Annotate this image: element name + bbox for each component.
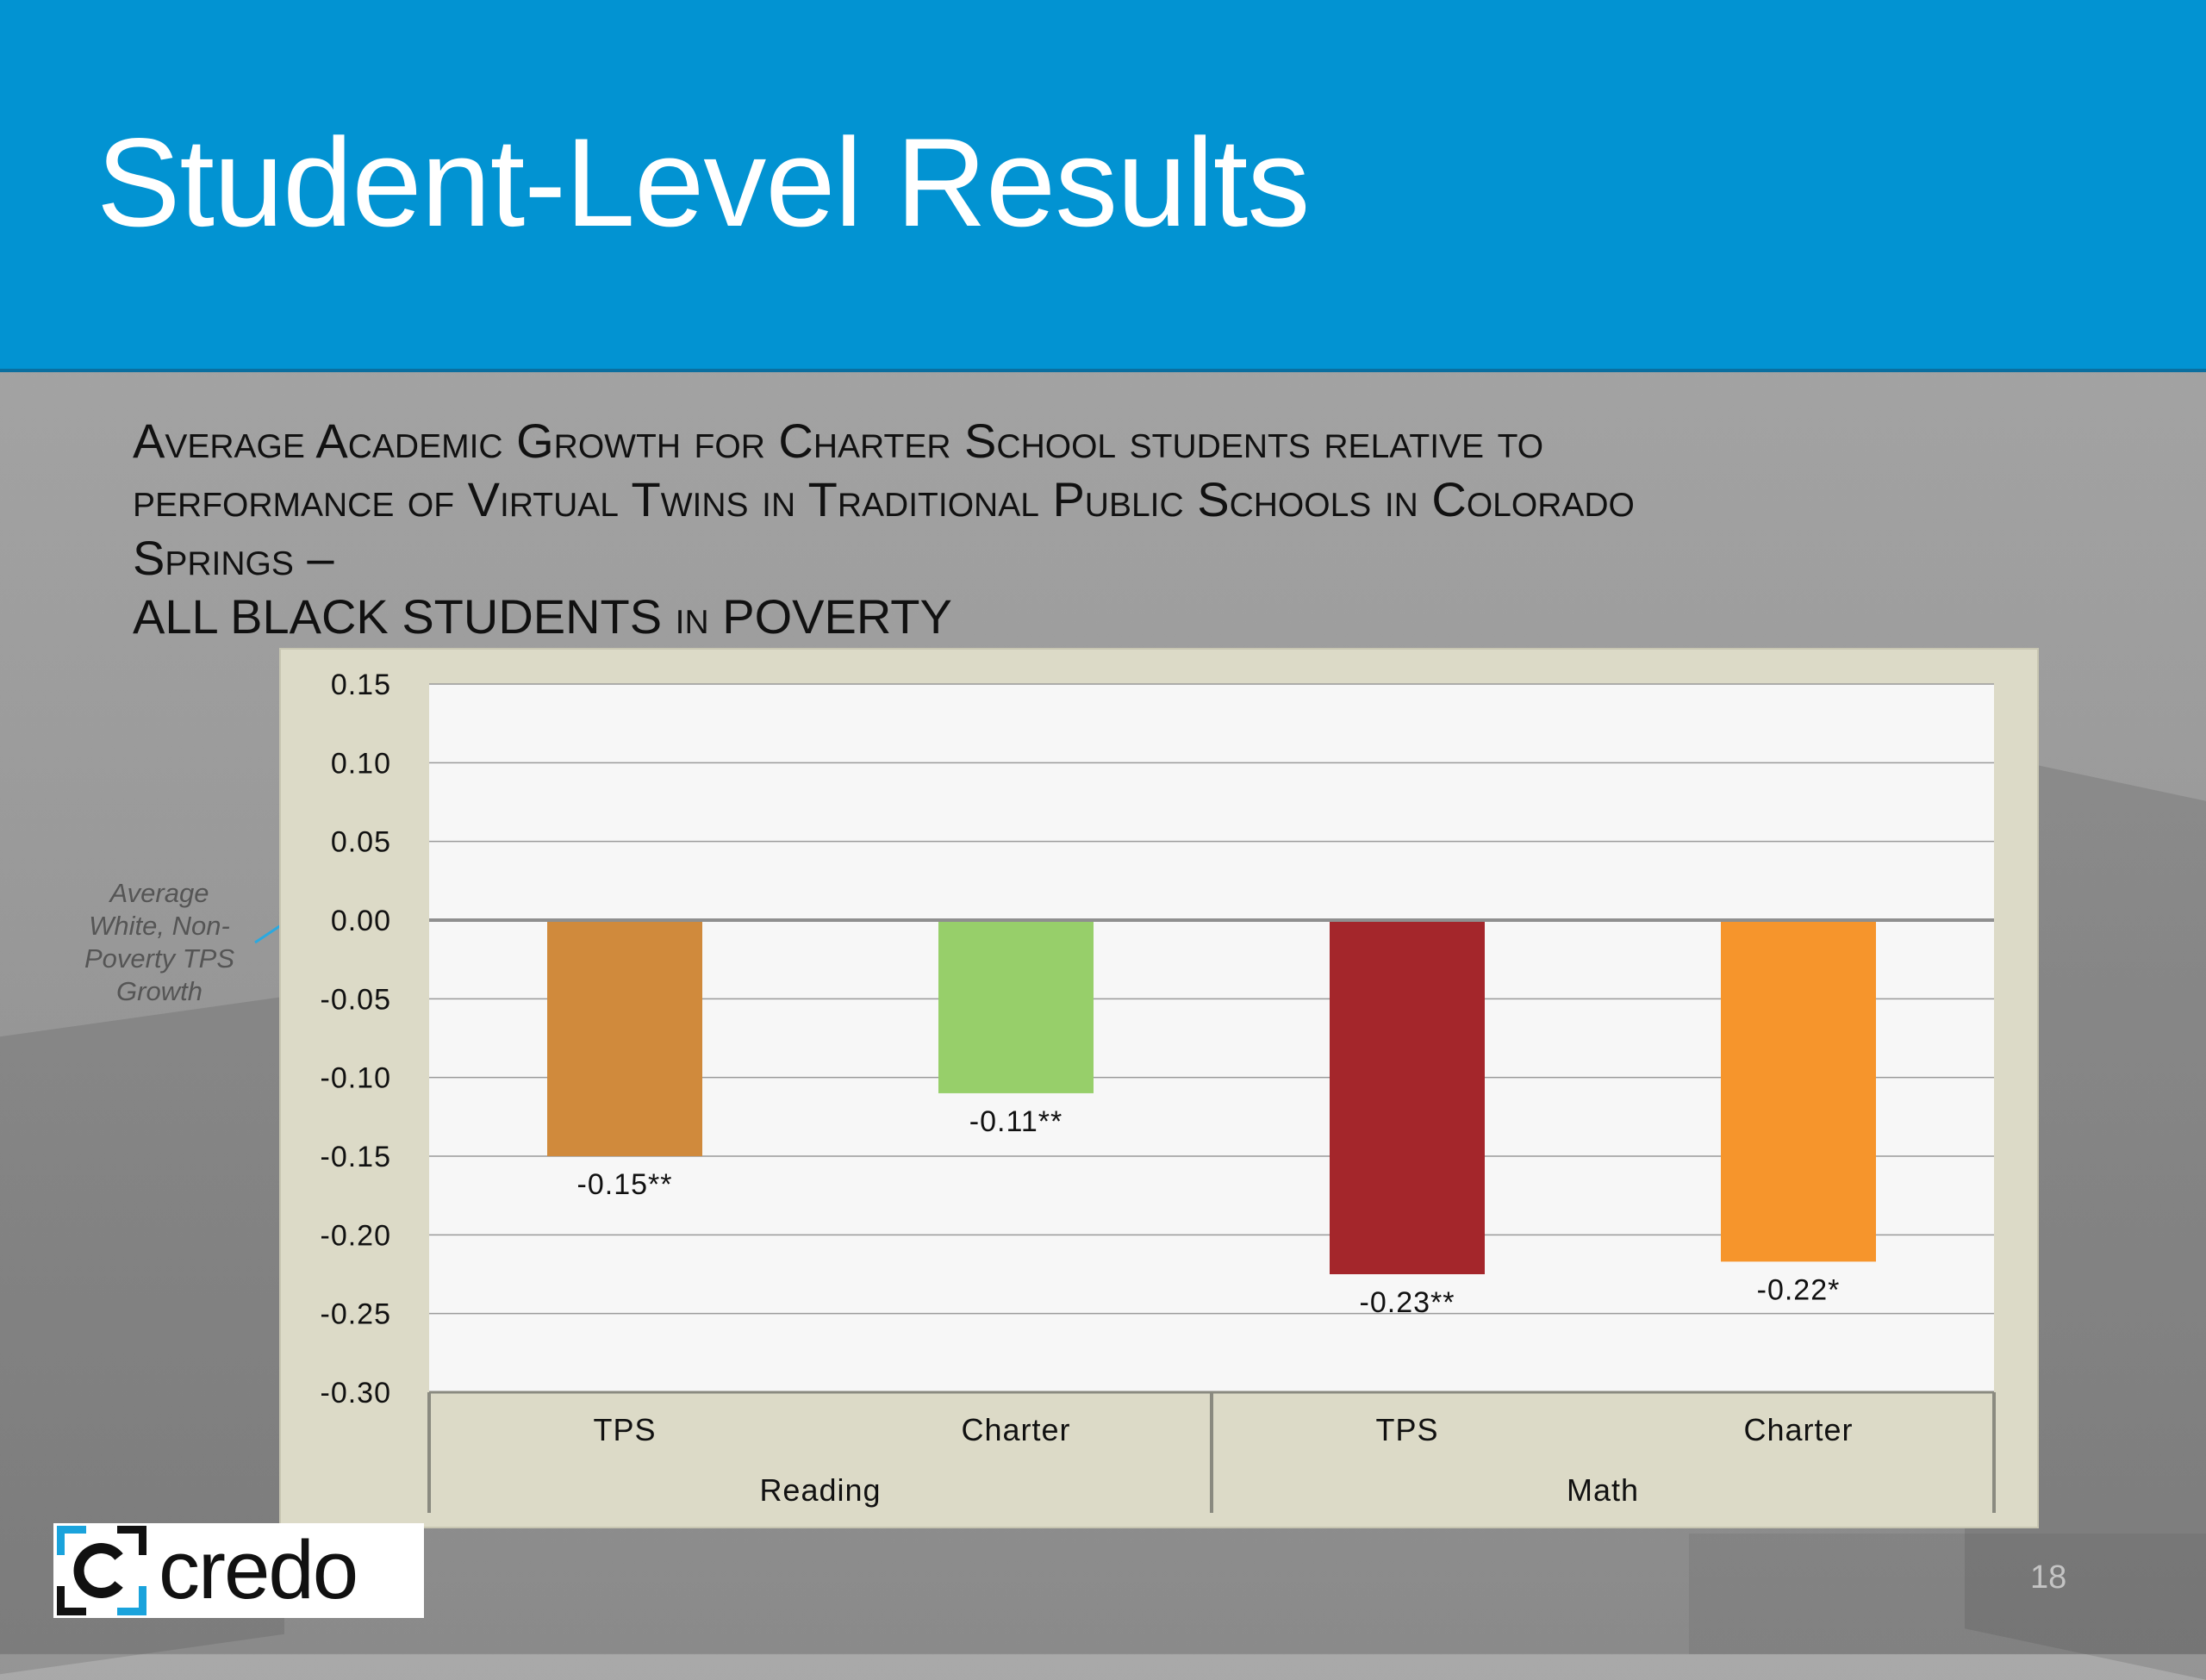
page-number: 18 xyxy=(2030,1559,2067,1596)
y-tick-label: 0.05 xyxy=(331,826,391,859)
x-category-label: TPS xyxy=(593,1412,656,1447)
bar-chart: 0.15 0.10 0.05 0.00 -0.05 -0.10 -0.15 -0.20 -0.2… xyxy=(321,669,1996,1513)
subtitle-line-1: Average Academic Growth for Charter Scho… xyxy=(133,414,1544,468)
y-tick-label: 0.10 xyxy=(331,747,391,780)
y-tick-label: -0.20 xyxy=(321,1219,392,1252)
x-group-label: Reading xyxy=(759,1472,881,1508)
bar xyxy=(1330,922,1485,1274)
credo-logo: credo xyxy=(53,1523,424,1618)
bar xyxy=(1721,922,1876,1262)
y-tick-label: -0.05 xyxy=(321,983,392,1016)
title-banner: Student-Level Results xyxy=(0,0,2206,372)
y-tick-label: -0.15 xyxy=(321,1141,392,1173)
data-label: -0.15** xyxy=(577,1168,673,1201)
bar xyxy=(938,922,1094,1093)
x-category-label: Charter xyxy=(961,1412,1070,1447)
slide-title: Student-Level Results xyxy=(97,112,1310,252)
x-category-label: TPS xyxy=(1375,1412,1438,1447)
y-tick-label: -0.25 xyxy=(321,1298,392,1331)
credo-logo-mark-icon xyxy=(56,1525,147,1616)
bar xyxy=(547,922,702,1156)
y-tick-label: -0.30 xyxy=(321,1377,392,1409)
data-label: -0.23** xyxy=(1360,1286,1455,1319)
y-tick-label: 0.00 xyxy=(331,905,391,937)
chart-subtitle: Average Academic Growth for Charter Scho… xyxy=(133,412,1994,646)
y-tick-label: 0.15 xyxy=(331,669,391,701)
x-category-label: Charter xyxy=(1743,1412,1853,1447)
subtitle-line-2: performance of Virtual Twins in Traditio… xyxy=(133,472,1635,526)
data-label: -0.11** xyxy=(969,1105,1062,1138)
x-group-label: Math xyxy=(1567,1472,1639,1508)
chart-panel: 0.15 0.10 0.05 0.00 -0.05 -0.10 -0.15 -0.20 -0.2… xyxy=(279,648,2039,1528)
data-label: -0.22* xyxy=(1757,1273,1841,1306)
background-ground xyxy=(1689,1534,2206,1654)
subtitle-line-3: Springs – xyxy=(133,531,334,585)
subtitle-line-4: ALL BLACK STUDENTS in POVERTY xyxy=(133,589,952,644)
baseline-annotation: Average White, Non-Poverty TPS Growth xyxy=(84,878,234,1006)
y-tick-label: -0.10 xyxy=(321,1062,392,1095)
credo-logo-text: credo xyxy=(159,1524,358,1616)
